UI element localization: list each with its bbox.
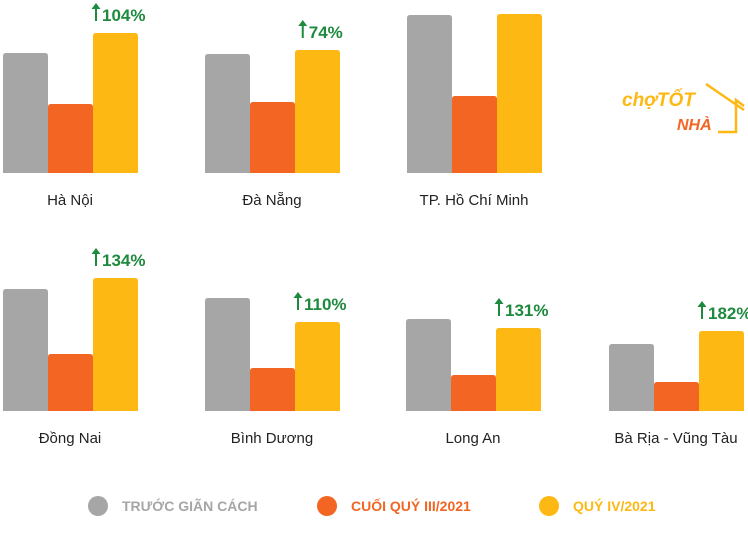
bar [48, 354, 93, 411]
bar [295, 50, 340, 173]
bar [205, 54, 250, 173]
bar [3, 289, 48, 411]
bar [496, 328, 541, 411]
category-label: Đồng Nai [39, 430, 102, 447]
bar [452, 96, 497, 173]
legend-swatch [539, 496, 559, 516]
category-label: TP. Hồ Chí Minh [420, 192, 529, 209]
chotot-nha-logo: chợTỐT NHÀ [620, 72, 748, 142]
growth-label: 110% [304, 295, 347, 314]
bar [609, 344, 654, 411]
growth-label: 104% [102, 6, 145, 25]
category-label: Đà Nẵng [242, 192, 301, 209]
bar [250, 368, 295, 411]
category-label: Bà Rịa - Vũng Tàu [614, 430, 737, 447]
growth-label: 131% [505, 301, 548, 320]
category-label: Hà Nội [47, 192, 93, 209]
bar [3, 53, 48, 173]
house-outline-icon: chợTỐT NHÀ [622, 82, 745, 134]
legend-label: QUÝ IV/2021 [573, 498, 656, 514]
arrow-up-icon [494, 298, 504, 316]
legend-item-cuoi-q3: CUỐI QUÝ III/2021 [317, 496, 471, 516]
bar [497, 14, 542, 173]
growth-label: 134% [102, 251, 145, 270]
bar [406, 319, 451, 411]
category-label: Long An [445, 430, 500, 447]
bar [295, 322, 340, 411]
bar [451, 375, 496, 411]
legend-item-q4: QUÝ IV/2021 [539, 496, 656, 516]
category-label: Bình Dương [231, 430, 313, 447]
legend-swatch [88, 496, 108, 516]
arrow-up-icon [697, 301, 707, 319]
logo-text: NHÀ [677, 115, 712, 134]
bar [699, 331, 744, 411]
bar [93, 33, 138, 173]
bar [250, 102, 295, 173]
growth-label: 182% [708, 304, 748, 323]
legend-label: CUỐI QUÝ III/2021 [351, 498, 471, 514]
bar [407, 15, 452, 173]
bar [48, 104, 93, 173]
arrow-up-icon [91, 248, 101, 266]
legend-label: TRƯỚC GIÃN CÁCH [122, 498, 258, 514]
arrow-up-icon [293, 292, 303, 310]
legend-item-truoc: TRƯỚC GIÃN CÁCH [88, 496, 258, 516]
arrow-up-icon [91, 3, 101, 21]
bar [654, 382, 699, 411]
legend-swatch [317, 496, 337, 516]
logo-text: chợTỐT [622, 89, 696, 111]
growth-label: 74% [309, 23, 343, 42]
bar [205, 298, 250, 411]
bar [93, 278, 138, 411]
arrow-up-icon [298, 20, 308, 38]
